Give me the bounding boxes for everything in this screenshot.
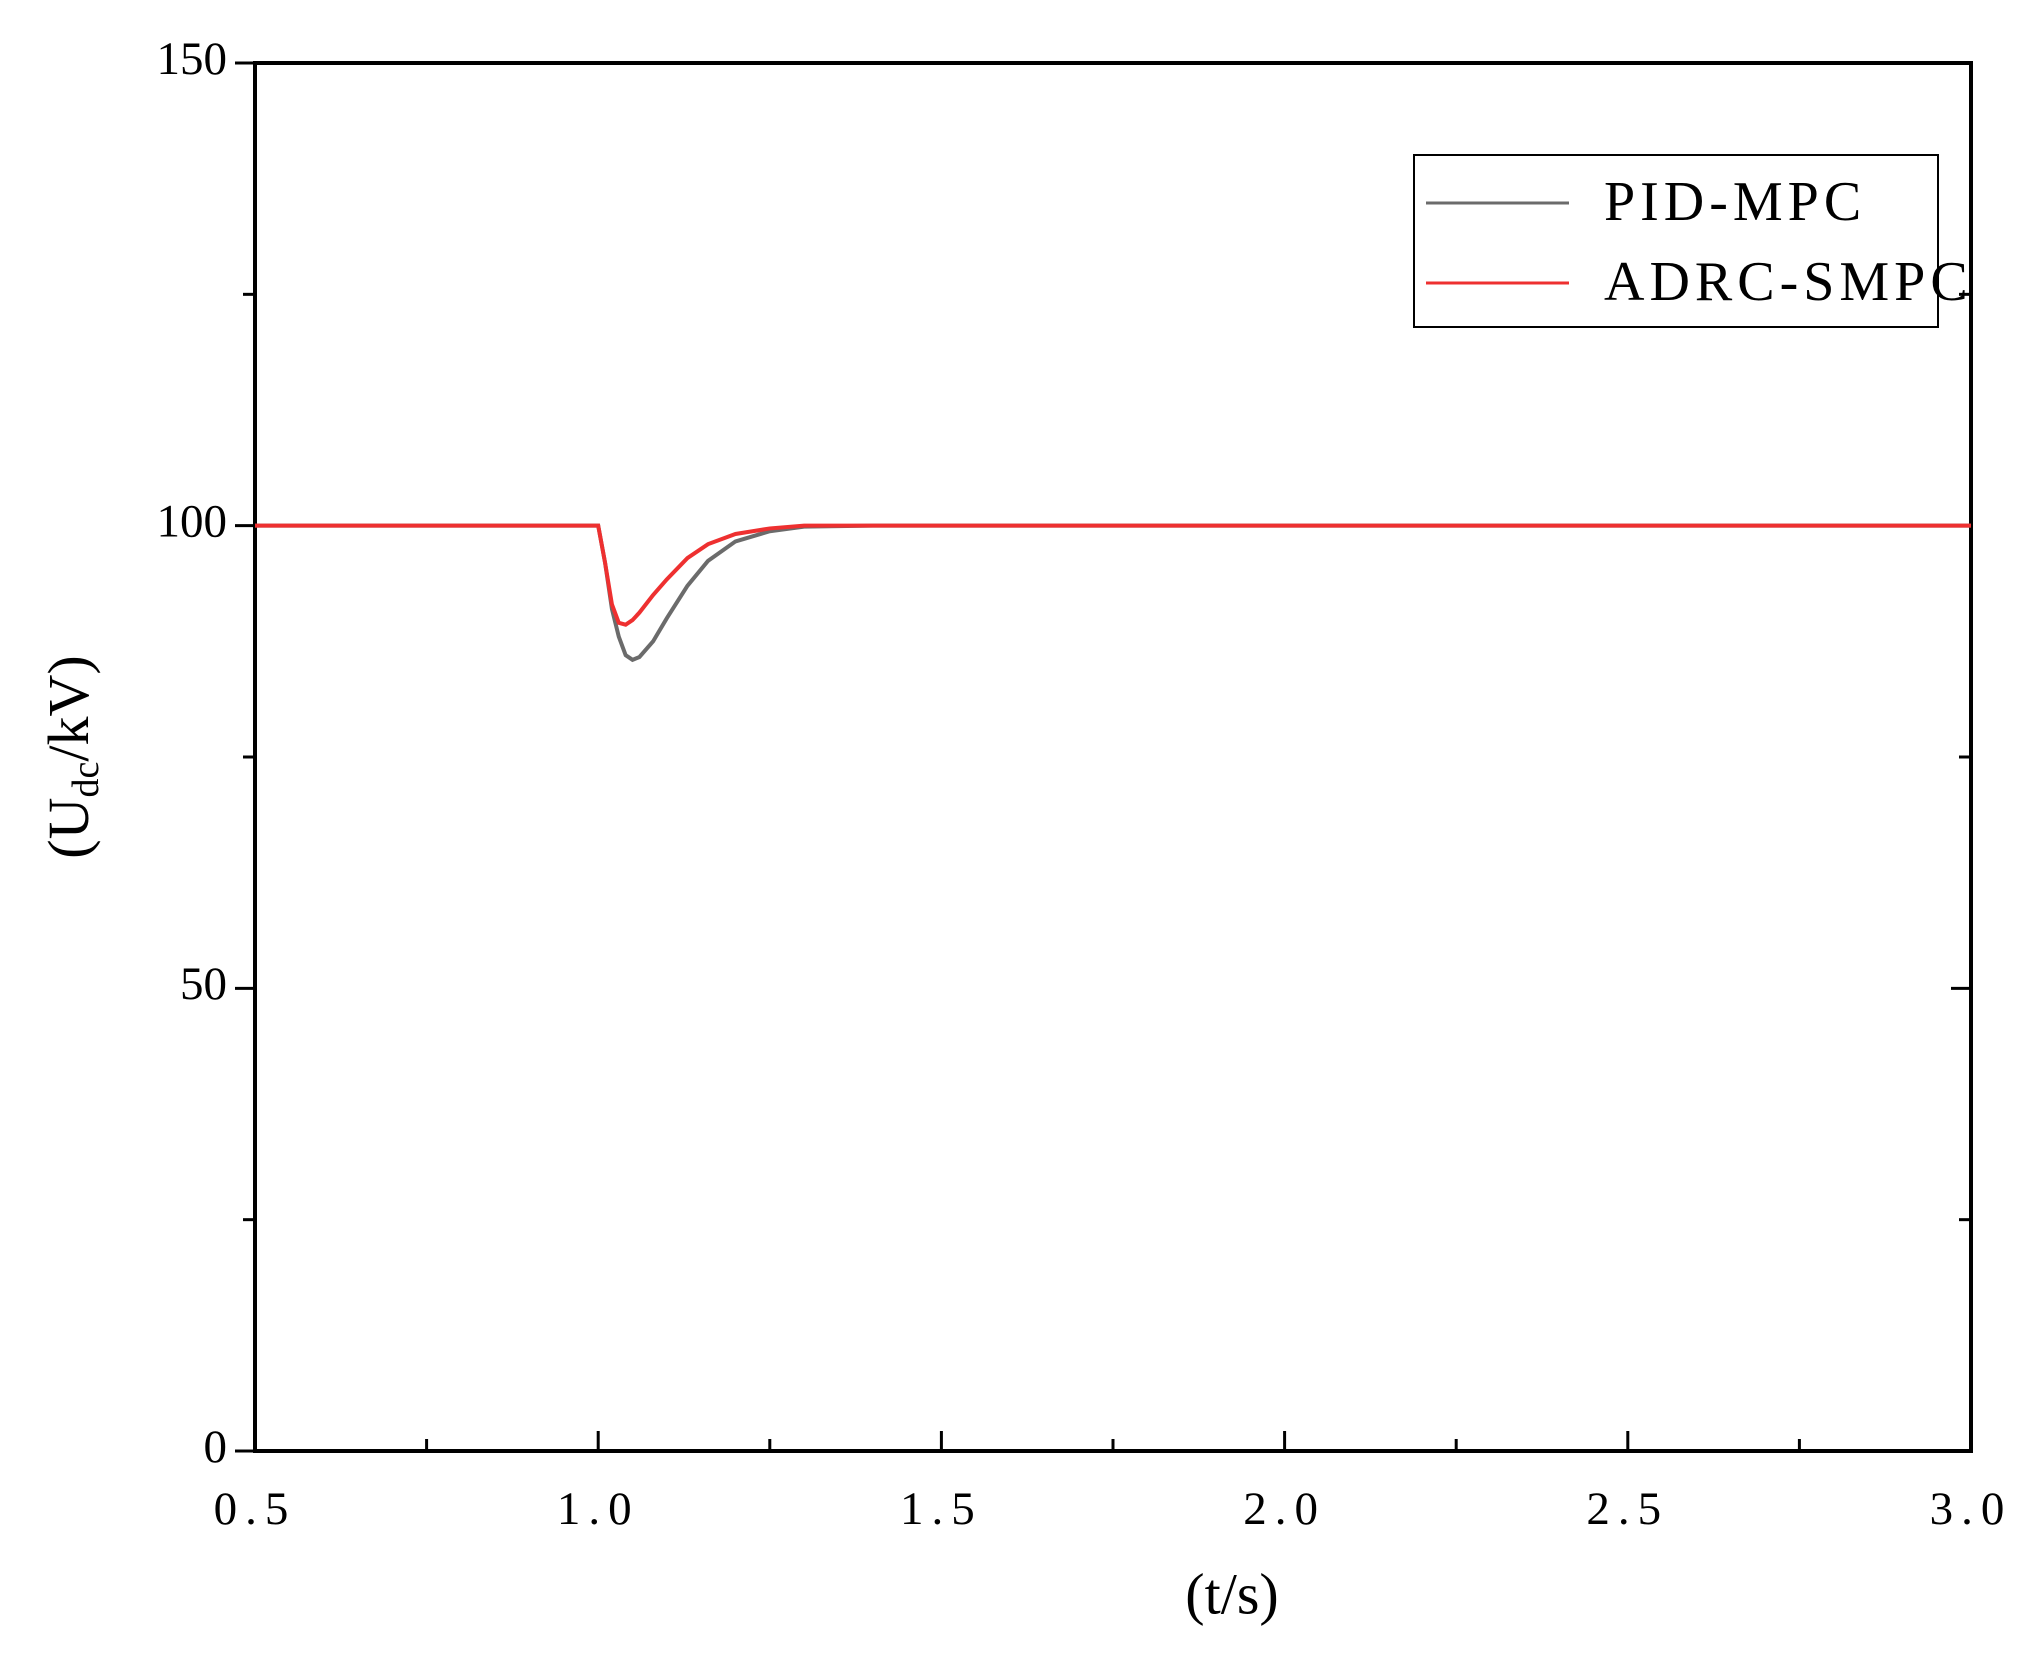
y-axis-label: (Udc/kV) <box>36 655 106 858</box>
y-tick-label: 50 <box>180 958 227 1010</box>
x-tick-label: 0.5 <box>214 1483 297 1535</box>
y-tick-label: 150 <box>157 33 228 85</box>
y-label-sub: dc <box>65 762 107 798</box>
x-tick-label: 2.0 <box>1243 1483 1326 1535</box>
x-tick-label: 1.5 <box>900 1483 983 1535</box>
y-tick-label: 100 <box>157 495 228 547</box>
series-line <box>255 523 1971 663</box>
legend-box <box>1413 154 1939 328</box>
y-label-part: /kV) <box>36 655 101 761</box>
x-tick-label: 1.0 <box>557 1483 640 1535</box>
y-tick-label: 0 <box>204 1421 228 1473</box>
x-tick-label: 2.5 <box>1586 1483 1669 1535</box>
series-line <box>255 523 1971 627</box>
y-label-part: (U <box>36 798 101 859</box>
x-tick-label: 3.0 <box>1930 1483 2013 1535</box>
legend-label: PID-MPC <box>1604 171 1866 233</box>
x-axis-label: (t/s) <box>1185 1561 1278 1626</box>
legend-label: ADRC-SMPC <box>1604 251 1973 313</box>
